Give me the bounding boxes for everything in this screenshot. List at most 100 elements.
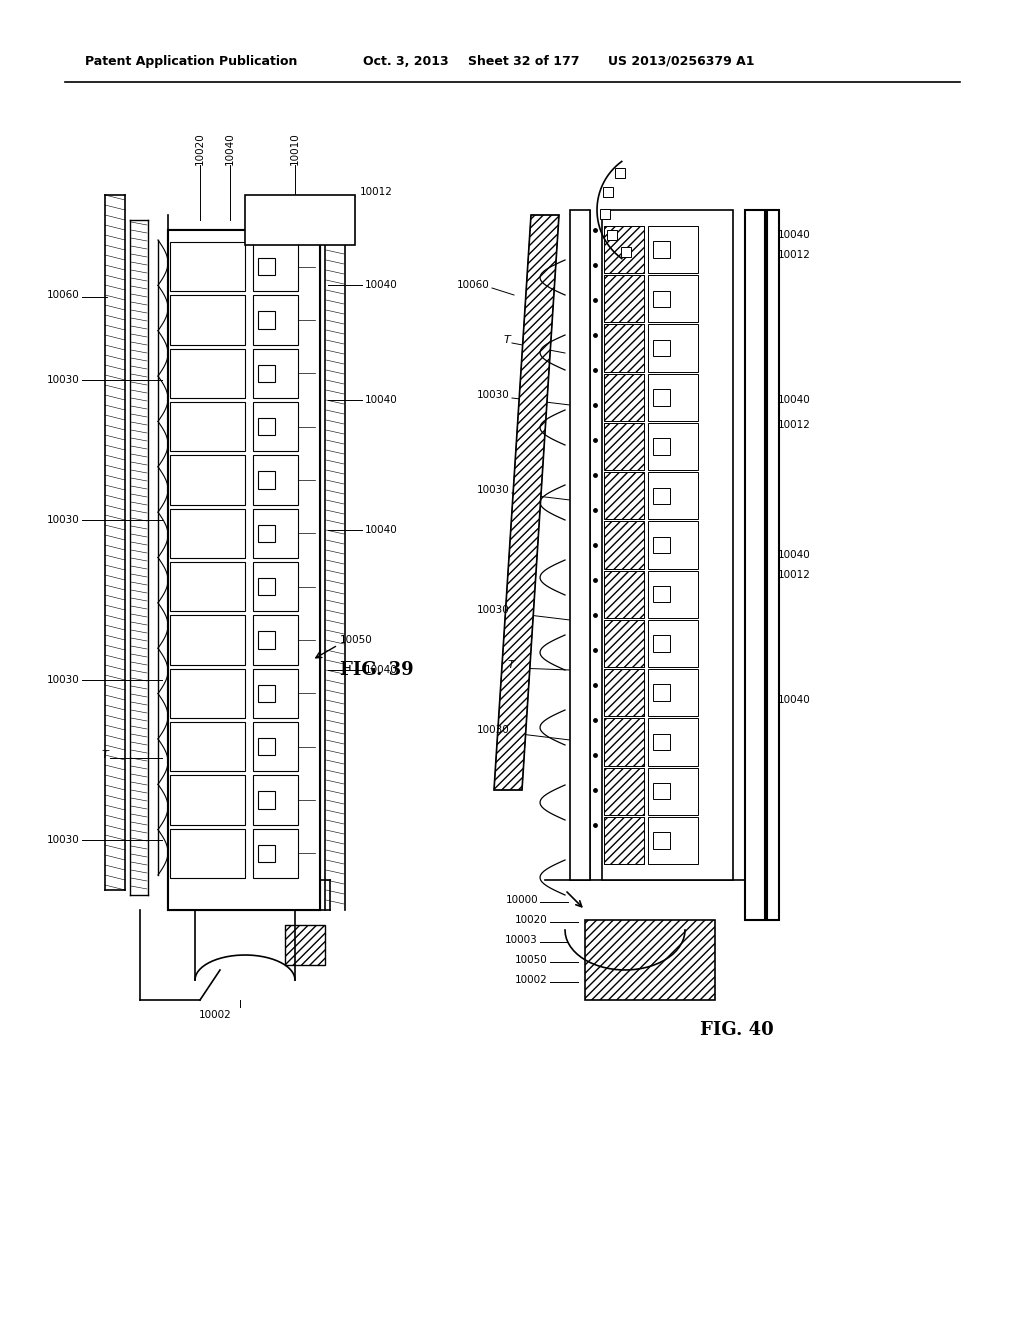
Bar bbox=[170, 829, 245, 878]
Text: 10040: 10040 bbox=[365, 395, 397, 405]
Text: 10050: 10050 bbox=[515, 954, 548, 965]
Bar bbox=[648, 422, 698, 470]
Bar bbox=[570, 210, 590, 880]
Bar bbox=[170, 348, 245, 399]
Bar bbox=[253, 296, 298, 345]
Text: 10030: 10030 bbox=[477, 725, 510, 735]
Bar bbox=[257, 631, 274, 648]
Bar bbox=[245, 195, 355, 246]
Bar bbox=[653, 685, 670, 701]
Bar bbox=[253, 722, 298, 771]
Bar bbox=[648, 374, 698, 421]
Bar bbox=[653, 734, 670, 750]
Bar bbox=[653, 586, 670, 602]
Bar bbox=[602, 210, 733, 880]
Bar bbox=[585, 920, 715, 1001]
Bar bbox=[604, 669, 644, 717]
Text: Oct. 3, 2013: Oct. 3, 2013 bbox=[362, 55, 449, 69]
Bar bbox=[604, 767, 644, 814]
Bar bbox=[653, 783, 670, 800]
Bar bbox=[170, 562, 245, 611]
Text: 10030: 10030 bbox=[47, 836, 80, 845]
Bar bbox=[622, 247, 632, 257]
Bar bbox=[257, 312, 274, 329]
Text: 10003: 10003 bbox=[505, 935, 538, 945]
Bar bbox=[648, 325, 698, 372]
Bar bbox=[253, 829, 298, 878]
Bar bbox=[253, 562, 298, 611]
Bar bbox=[604, 325, 644, 372]
Text: 10012: 10012 bbox=[778, 420, 811, 430]
Text: 10040: 10040 bbox=[778, 230, 811, 240]
Bar bbox=[653, 487, 670, 504]
Bar bbox=[604, 325, 644, 372]
Bar bbox=[170, 455, 245, 504]
Bar bbox=[257, 578, 274, 595]
Text: 10040: 10040 bbox=[778, 395, 811, 405]
Bar bbox=[170, 775, 245, 825]
Bar bbox=[604, 718, 644, 766]
Text: 10030: 10030 bbox=[477, 389, 510, 400]
Bar bbox=[604, 422, 644, 470]
Bar bbox=[648, 620, 698, 667]
Text: T: T bbox=[503, 335, 510, 345]
Bar bbox=[253, 455, 298, 504]
Bar bbox=[257, 257, 274, 276]
Bar bbox=[257, 525, 274, 543]
Bar bbox=[257, 471, 274, 488]
Bar bbox=[170, 722, 245, 771]
Bar bbox=[604, 570, 644, 618]
Bar bbox=[653, 242, 670, 257]
Text: 10060: 10060 bbox=[47, 290, 80, 300]
Bar bbox=[285, 925, 325, 965]
Text: 10010: 10010 bbox=[290, 132, 300, 165]
Text: 10040: 10040 bbox=[365, 665, 397, 675]
Text: 10030: 10030 bbox=[47, 675, 80, 685]
Text: T: T bbox=[101, 750, 108, 760]
Bar bbox=[253, 775, 298, 825]
Bar bbox=[170, 562, 245, 611]
Bar bbox=[604, 669, 644, 717]
Bar bbox=[648, 767, 698, 814]
Text: 10040: 10040 bbox=[778, 696, 811, 705]
Bar bbox=[168, 230, 319, 909]
Bar bbox=[606, 231, 616, 240]
Bar bbox=[604, 521, 644, 569]
Bar bbox=[653, 290, 670, 308]
Text: US 2013/0256379 A1: US 2013/0256379 A1 bbox=[608, 55, 755, 69]
Bar bbox=[600, 209, 610, 219]
Text: 10040: 10040 bbox=[365, 525, 397, 535]
Text: FIG. 39: FIG. 39 bbox=[340, 661, 414, 678]
Bar bbox=[604, 718, 644, 766]
Bar bbox=[653, 635, 670, 652]
Bar bbox=[604, 276, 644, 322]
Text: 10012: 10012 bbox=[360, 187, 393, 197]
Bar bbox=[170, 296, 245, 345]
Bar bbox=[604, 374, 644, 421]
Bar bbox=[604, 226, 644, 273]
Bar bbox=[168, 230, 319, 909]
Bar bbox=[653, 537, 670, 553]
Bar bbox=[257, 845, 274, 862]
Text: 10040: 10040 bbox=[225, 132, 234, 165]
Text: 10030: 10030 bbox=[477, 605, 510, 615]
Bar bbox=[170, 508, 245, 558]
Bar bbox=[604, 276, 644, 322]
Bar bbox=[170, 403, 245, 451]
Bar bbox=[767, 210, 779, 920]
Text: FIG. 40: FIG. 40 bbox=[700, 1020, 774, 1039]
Bar bbox=[653, 438, 670, 455]
Text: Patent Application Publication: Patent Application Publication bbox=[85, 55, 297, 69]
Bar bbox=[604, 620, 644, 667]
Text: 10020: 10020 bbox=[195, 132, 205, 165]
Text: 10002: 10002 bbox=[199, 1010, 231, 1020]
Bar bbox=[653, 832, 670, 849]
Bar bbox=[170, 348, 245, 399]
Text: 10030: 10030 bbox=[47, 515, 80, 525]
Bar bbox=[604, 767, 644, 814]
Bar bbox=[170, 242, 245, 292]
Bar bbox=[253, 669, 298, 718]
Bar bbox=[170, 829, 245, 878]
Bar bbox=[648, 669, 698, 717]
Polygon shape bbox=[494, 215, 559, 789]
